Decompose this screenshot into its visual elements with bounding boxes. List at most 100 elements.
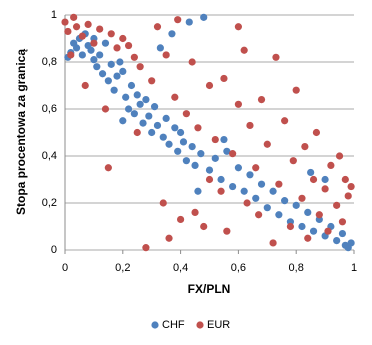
point (159, 199, 167, 207)
point (211, 154, 219, 162)
point (113, 44, 121, 52)
point (272, 53, 280, 61)
point (263, 140, 271, 148)
x-axis-title: FX/PLN (188, 282, 231, 296)
point (211, 135, 219, 144)
point (159, 133, 167, 141)
point (136, 63, 144, 71)
y-tick-label: 0,4 (42, 150, 57, 162)
point (136, 100, 144, 108)
point (148, 128, 156, 137)
point (298, 222, 306, 231)
point (257, 96, 266, 104)
y-axis-title: Stopa procentowa za granicą (14, 49, 28, 215)
point (307, 168, 315, 177)
point (234, 100, 242, 108)
point (292, 201, 300, 209)
point (162, 114, 170, 122)
point (338, 218, 347, 226)
point (324, 227, 332, 235)
point (150, 103, 159, 111)
point (122, 93, 130, 101)
point (341, 175, 349, 184)
point (142, 244, 150, 252)
x-tick-label: 0 (62, 262, 68, 274)
point (347, 182, 355, 191)
point (234, 164, 242, 172)
x-tick-label: 0,2 (115, 262, 130, 274)
point (61, 18, 69, 26)
point (72, 44, 81, 52)
point (188, 143, 196, 151)
point (84, 20, 92, 28)
point (78, 32, 86, 40)
point (133, 91, 141, 99)
point (205, 166, 214, 174)
point (333, 237, 341, 245)
point (321, 185, 329, 193)
point (309, 227, 318, 235)
point (171, 93, 179, 101)
point (70, 13, 78, 21)
point (252, 164, 260, 172)
point (96, 51, 104, 59)
point (220, 135, 228, 144)
point (200, 13, 208, 21)
x-tick-label: 0,4 (173, 262, 188, 274)
point (153, 121, 162, 130)
y-tick-label: 0,8 (42, 56, 57, 68)
point (182, 157, 190, 165)
point (107, 30, 115, 38)
legend-marker (196, 321, 204, 329)
point (90, 39, 98, 47)
point (124, 41, 133, 50)
point (153, 23, 162, 31)
point (194, 124, 202, 132)
point (124, 105, 133, 113)
x-tick-label: 1 (351, 262, 357, 274)
point (275, 211, 283, 219)
point (130, 110, 138, 118)
point (335, 152, 344, 160)
point (78, 51, 86, 59)
point (133, 128, 141, 137)
point (104, 77, 112, 85)
point (107, 60, 115, 68)
point (257, 180, 266, 188)
point (301, 143, 309, 151)
point (217, 187, 225, 195)
point (110, 86, 118, 94)
point (315, 211, 323, 219)
point (191, 161, 199, 169)
point (344, 192, 352, 200)
point (191, 208, 199, 216)
point (165, 140, 173, 148)
point (165, 234, 173, 242)
point (200, 222, 208, 231)
y-tick-label: 0,6 (42, 103, 57, 115)
point (148, 77, 156, 85)
point (252, 194, 260, 202)
point (182, 110, 190, 118)
point (327, 161, 335, 169)
point (205, 81, 214, 90)
point (269, 187, 277, 195)
point (220, 74, 228, 83)
point (116, 58, 124, 66)
point (286, 222, 295, 231)
x-tick-label: 0,8 (289, 262, 304, 274)
point (240, 46, 248, 54)
point (338, 229, 347, 238)
point (234, 23, 242, 31)
point (98, 70, 107, 78)
point (304, 208, 312, 216)
point (127, 81, 136, 90)
legend-marker (151, 321, 159, 329)
point (304, 234, 312, 242)
point (312, 128, 321, 137)
point (197, 150, 205, 158)
point (240, 187, 248, 195)
point (130, 53, 138, 61)
point (171, 124, 179, 132)
point (179, 138, 188, 146)
